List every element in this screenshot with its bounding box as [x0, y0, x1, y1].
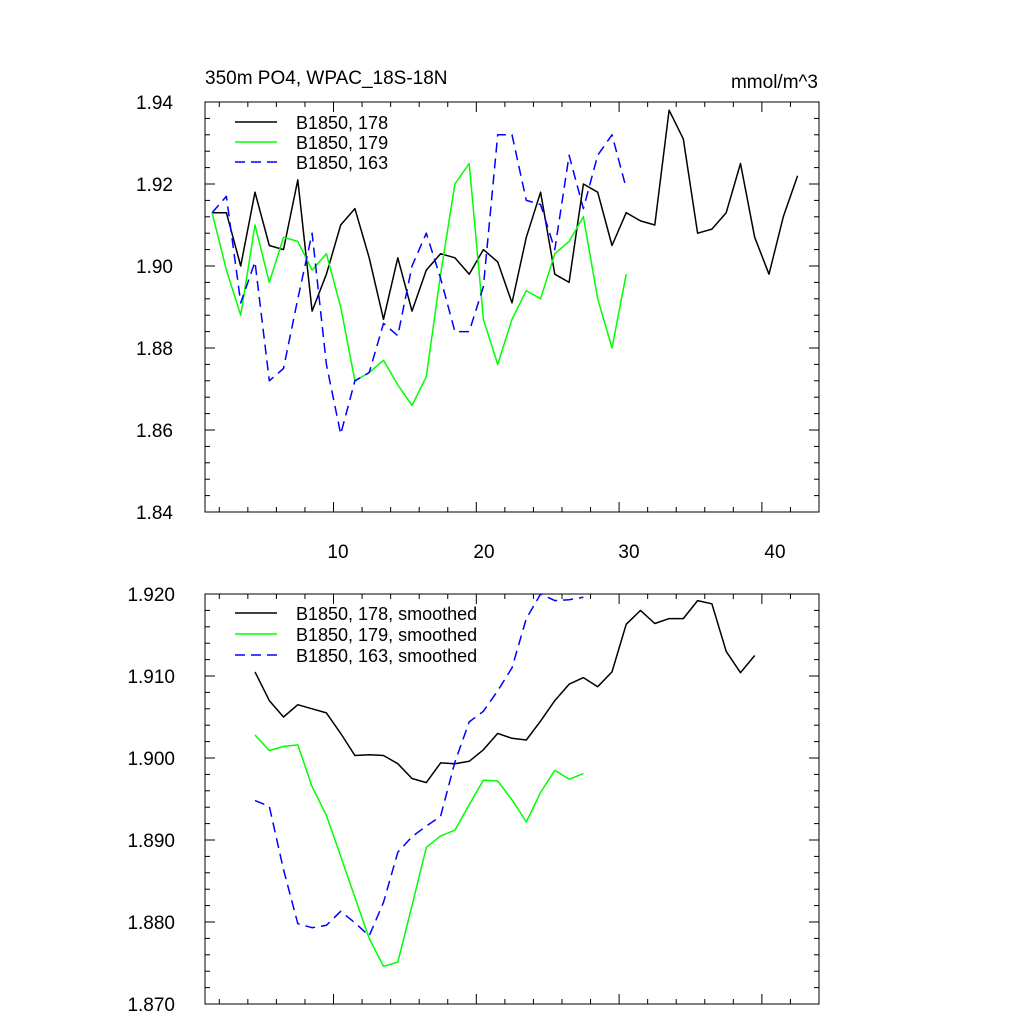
bottom-y-tick-labels: 1.870 1.880 1.890 1.900 1.910 1.920 — [127, 585, 175, 1016]
series-line-b1850-178-smoothed — [254, 599, 756, 784]
y-tick-label: 1.94 — [136, 93, 173, 114]
series-line-b1850-163 — [211, 134, 627, 435]
x-tick-label: 20 — [473, 542, 494, 563]
x-tick-label: 30 — [618, 542, 639, 563]
bottom-legend: B1850, 178, smoothed B1850, 179, smoothe… — [235, 604, 477, 666]
series-line-b1850-178 — [212, 109, 799, 321]
y-tick-label: 1.910 — [127, 667, 175, 688]
top-panel: 350m PO4, WPAC_18S-18N mmol/m^3 1.84 1.8… — [136, 68, 820, 563]
legend-label-178: B1850, 178 — [296, 113, 388, 133]
y-tick-label: 1.88 — [136, 339, 173, 360]
bottom-series — [254, 593, 756, 968]
top-ticks — [205, 101, 819, 513]
bottom-plot-frame — [204, 593, 820, 1005]
top-y-tick-labels: 1.84 1.86 1.88 1.90 1.92 1.94 — [136, 93, 173, 524]
chart-title: 350m PO4, WPAC_18S-18N — [205, 68, 448, 89]
top-legend: B1850, 178 B1850, 179 B1850, 163 — [235, 113, 388, 173]
y-tick-label: 1.90 — [136, 257, 173, 278]
y-tick-label: 1.92 — [136, 175, 173, 196]
y-tick-label: 1.86 — [136, 421, 173, 442]
legend-label-163: B1850, 163 — [296, 153, 388, 173]
series-line-b1850-179 — [211, 162, 627, 407]
y-tick-label: 1.900 — [127, 749, 175, 770]
x-tick-label: 10 — [327, 542, 348, 563]
legend-label-179: B1850, 179 — [296, 133, 388, 153]
top-plot-frame — [204, 101, 820, 513]
y-tick-label: 1.920 — [127, 585, 175, 606]
x-tick-label: 40 — [764, 542, 785, 563]
units-label: mmol/m^3 — [731, 72, 818, 93]
y-tick-label: 1.880 — [127, 913, 175, 934]
y-tick-label: 1.890 — [127, 831, 175, 852]
legend-label-178-smoothed: B1850, 178, smoothed — [296, 604, 477, 624]
top-x-tick-labels: 10 20 30 40 — [327, 542, 785, 563]
legend-label-179-smoothed: B1850, 179, smoothed — [296, 625, 477, 645]
series-line-b1850-163-smoothed — [254, 593, 584, 937]
bottom-panel: 1.870 1.880 1.890 1.900 1.910 1.920 B185… — [127, 585, 820, 1016]
legend-label-163-smoothed: B1850, 163, smoothed — [296, 646, 477, 666]
y-tick-label: 1.870 — [127, 995, 175, 1016]
series-line-b1850-179-smoothed — [254, 734, 584, 968]
top-series — [211, 109, 799, 435]
y-tick-label: 1.84 — [136, 503, 173, 524]
bottom-ticks — [205, 593, 819, 1005]
